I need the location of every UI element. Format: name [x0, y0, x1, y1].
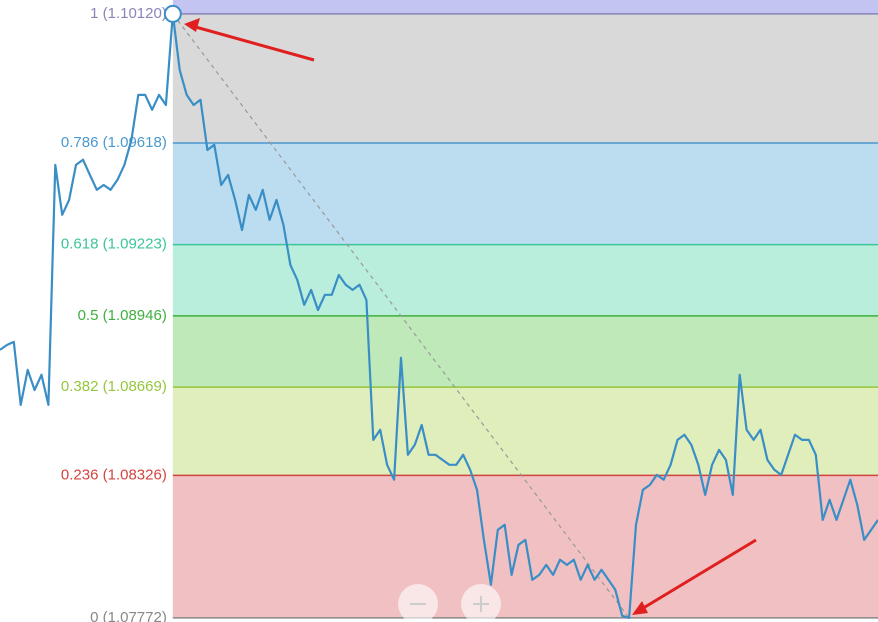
fib-level-label: 0.786 (1.09618)	[61, 134, 167, 151]
fib-level-label: 0.236 (1.08326)	[61, 466, 167, 483]
fib-top-strip	[172, 0, 878, 14]
annotations	[184, 18, 757, 615]
fib-level-label: 1 (1.10120)	[90, 5, 167, 22]
zoom-out[interactable]	[398, 584, 438, 622]
fib-level-label: 0.382 (1.08669)	[61, 378, 167, 395]
fib-level-label: 0.5 (1.08946)	[78, 307, 167, 324]
fib-band	[172, 315, 878, 388]
zoom-in[interactable]	[461, 584, 501, 622]
fib-band	[172, 143, 878, 245]
fib-band	[172, 387, 878, 476]
fib-bands: 1 (1.10120) 0.786 (1.09618) 0.618 (1.09223…	[61, 0, 878, 622]
fib-band	[172, 13, 878, 144]
fib-band	[172, 475, 878, 618]
anchor-handle	[163, 4, 182, 23]
fib-band	[172, 244, 878, 316]
fib-level-label: 0.618 (1.09223)	[61, 236, 167, 253]
arrow-head	[632, 601, 648, 615]
arrow-head	[184, 18, 200, 32]
plot	[0, 4, 878, 619]
fib-level-label: 0 (1.07772)	[90, 609, 167, 622]
arrow	[639, 538, 757, 612]
price-line	[0, 12, 878, 619]
arrow	[191, 24, 315, 62]
trend-line	[172, 13, 630, 619]
zoom-controls	[398, 584, 501, 622]
